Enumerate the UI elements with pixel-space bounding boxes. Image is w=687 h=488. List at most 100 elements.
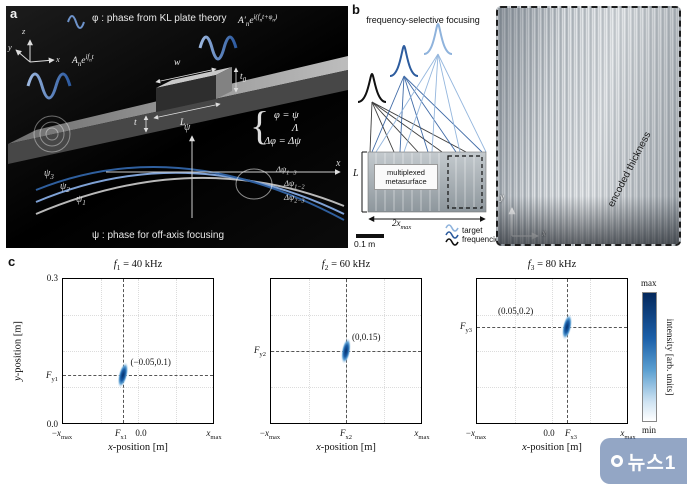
focal-annotation: (0.05,0.2) <box>498 306 534 317</box>
dim-L-label: L <box>180 118 186 128</box>
y-tick: 0.0 <box>46 419 58 429</box>
y-tick: 0.3 <box>46 273 58 283</box>
axis-z-label: z <box>22 26 26 36</box>
equation-delta-phi-psi: Δφ = Δψ <box>264 136 301 147</box>
aperture-label: 2xmax <box>392 218 412 231</box>
x-tick: xmax <box>620 428 635 441</box>
y-tick-focus: Fy1 <box>46 370 58 383</box>
grid-line <box>477 387 627 388</box>
focal-annotation: (0,0.15) <box>352 332 381 343</box>
panel-b-title: frequency-selective focusing <box>366 15 480 25</box>
equation-and: Λ <box>292 123 299 134</box>
pulse-icons <box>357 22 453 103</box>
incident-wave-label: Aneifnt <box>72 53 94 68</box>
colorbar-title: intensity [arb. units] <box>664 318 674 396</box>
phase-curves <box>35 166 345 221</box>
inset-dashed-box <box>447 155 483 209</box>
target-frequencies-icon <box>445 224 459 246</box>
x-axis-title: x-position [m] <box>316 442 376 453</box>
equation-brace: { <box>250 103 270 148</box>
x-tick: xmax <box>206 428 222 441</box>
plot1-title: f1 = 40 kHz <box>113 259 163 273</box>
focus-plot-1: (−0.05,0.1) <box>62 278 214 424</box>
transmitted-wave-label: A′nei(fnt+φn) <box>238 13 278 28</box>
panel-c-label: c <box>8 254 16 269</box>
panel-b-label: b <box>352 2 360 17</box>
focus-plot-2: (0,0.15) <box>270 278 422 424</box>
x-tick: 0.0 <box>543 428 555 438</box>
curve-psi1-label: ψ1 <box>76 194 86 207</box>
delta-psi-1-3-label: Δψ1−3 <box>276 164 297 177</box>
encoded-thickness-label: encoded thickness <box>606 130 654 209</box>
dimension-lines <box>143 67 239 133</box>
equation-phi-psi: φ = ψ <box>274 110 299 121</box>
x-axis-title: x-position [m] <box>108 442 168 453</box>
x-tick: −xmax <box>259 428 281 441</box>
delta-psi-2-3-label: Δψ2−3 <box>284 192 305 205</box>
ripple-waves-icon <box>33 115 71 153</box>
focus-plot-3: (0.05,0.2) <box>476 278 628 424</box>
focus-fan-f1 <box>369 101 467 153</box>
curve-psi2-label: ψ2 <box>60 181 70 194</box>
x-tick-focus: Fx3 <box>565 428 577 441</box>
focus-fan-f2 <box>371 75 483 153</box>
plot3-title: f3 = 80 kHz <box>527 259 577 273</box>
grid-line <box>63 315 213 316</box>
y-tick-focus: Fy2 <box>254 345 266 358</box>
x-tick: −xmax <box>51 428 73 441</box>
focal-annotation: (−0.05,0.1) <box>130 356 171 367</box>
delta-psi-1-2-label: Δψ1−2 <box>284 178 305 191</box>
x-axis-title: x-position [m] <box>522 442 582 453</box>
phi-wave-icon <box>67 15 85 29</box>
crosshair-vertical <box>567 279 568 423</box>
incident-wave-icon <box>26 72 72 100</box>
coordinate-triad-icon <box>15 39 55 64</box>
crosshair-horizontal <box>477 326 627 328</box>
focus-fan-f3 <box>375 53 487 153</box>
photo-axes-icon <box>508 207 539 240</box>
news1-watermark: 뉴스1 <box>600 438 687 484</box>
x-axis-label: x <box>336 158 341 169</box>
axis-x-label: x <box>56 54 60 64</box>
grid-line <box>477 351 627 352</box>
plot2-title: f2 = 60 kHz <box>321 259 371 273</box>
intensity-colorbar <box>642 292 657 422</box>
delta-gap-highlight <box>235 168 273 200</box>
x-tick: 0.0 <box>135 428 147 438</box>
off-axis-caption: ψ : phase for off-axis focusing <box>92 230 225 241</box>
colorbar-max-label: max <box>641 278 657 288</box>
curve-psi3-label: ψ3 <box>44 168 54 181</box>
scalebar <box>356 234 384 238</box>
dim-t-label: t <box>134 118 137 128</box>
grid-line <box>63 387 213 388</box>
photo-axis-y-label: y <box>500 192 504 202</box>
news1-logo-icon <box>610 455 623 467</box>
dim-t0-label: t0 <box>240 72 247 84</box>
scalebar-label: 0.1 m <box>354 239 376 249</box>
crosshair-horizontal <box>63 375 213 377</box>
news1-watermark-text: 뉴스1 <box>627 452 677 474</box>
target-frequencies-label: target frequencies <box>462 226 504 245</box>
psi-axis-label: ψ <box>184 122 191 133</box>
grid-line <box>477 315 627 316</box>
psi-axes <box>106 135 341 218</box>
transmitted-wave-icon <box>198 35 238 61</box>
multiplexed-metasurface-label: multiplexed metasurface <box>374 164 438 190</box>
dim-w-label: w <box>174 58 181 68</box>
panel-a-schematic: a φ : phase from KL plate theory Aneifnt… <box>6 6 348 248</box>
kl-theory-caption: φ : phase from KL plate theory <box>92 13 227 24</box>
y-tick-focus: Fy3 <box>460 321 472 334</box>
x-tick: xmax <box>414 428 430 441</box>
colorbar-min-label: min <box>642 425 657 435</box>
panel-b-graphics <box>356 22 487 246</box>
x-tick-focus: Fx2 <box>340 428 352 441</box>
panel-a-label: a <box>10 6 18 21</box>
crosshair-vertical <box>123 279 124 423</box>
length-bracket <box>361 151 367 213</box>
metasurface-photo: encoded thickness y x <box>496 6 681 246</box>
panel-a-graphics <box>8 15 348 221</box>
x-tick: −xmax <box>465 428 487 441</box>
x-tick-focus: Fx1 <box>115 428 127 441</box>
axis-y-label: y <box>8 42 12 52</box>
